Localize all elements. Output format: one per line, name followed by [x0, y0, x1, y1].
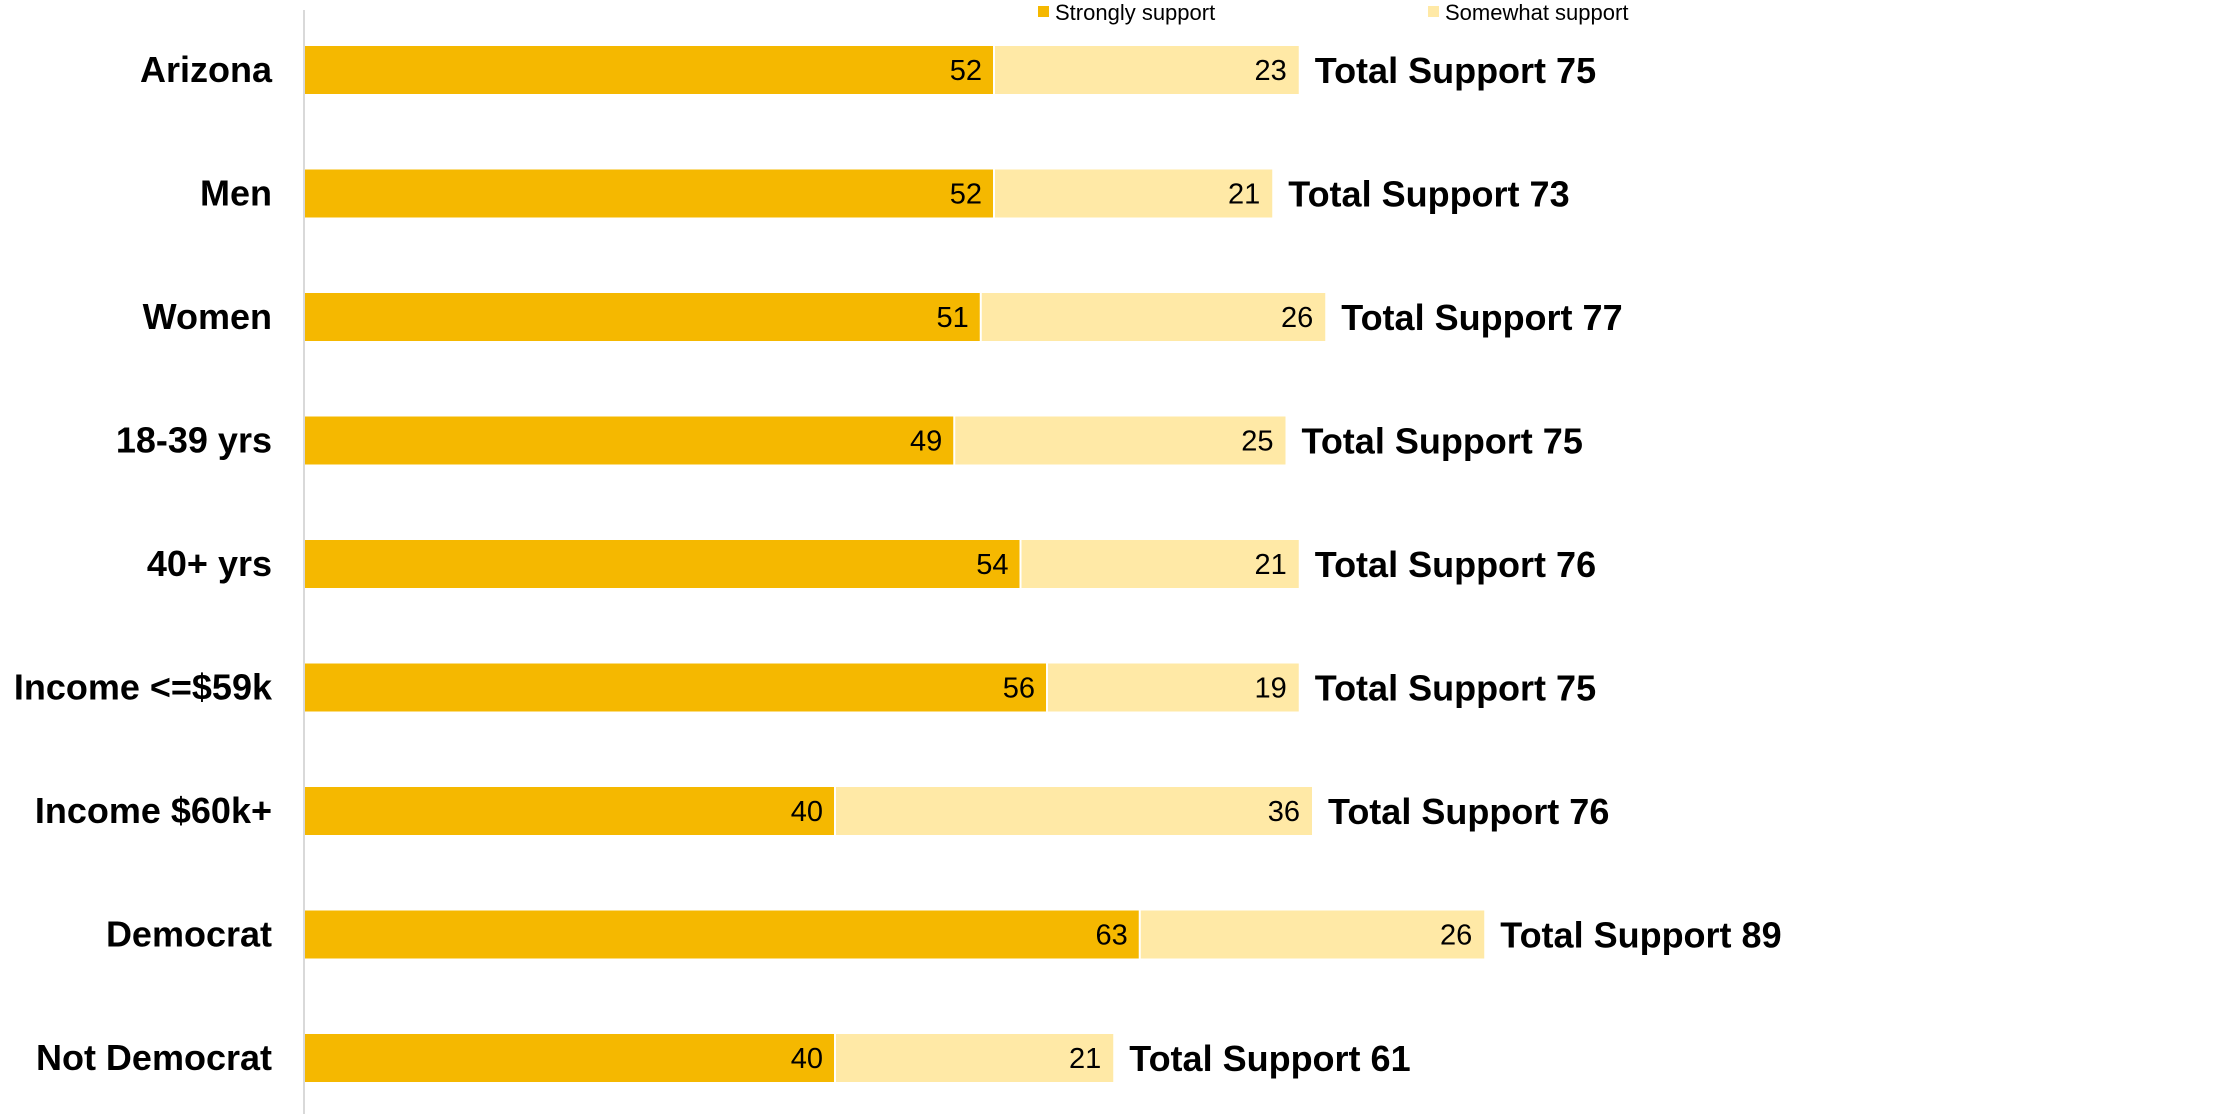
bar-rows: Arizona 52 23 Total Support 75 Men 52 21 Total … [14, 46, 1782, 1082]
total-support-label: Total Support 77 [1341, 297, 1622, 338]
bar-row-18-39-yrs: 18-39 yrs 49 25 Total Support 75 [116, 416, 1583, 465]
data-label-strongly-support: 56 [1003, 673, 1035, 705]
bar-row-income-59k: Income <=$59k 56 19 Total Support 75 [14, 663, 1596, 712]
bar-segment-strongly-support [305, 663, 1047, 712]
bar-row-40-yrs: 40+ yrs 54 21 Total Support 76 [147, 540, 1596, 588]
data-label-strongly-support: 54 [976, 549, 1008, 581]
bar-segment-somewhat-support [1139, 910, 1485, 959]
total-support-label: Total Support 75 [1315, 668, 1596, 709]
total-support-label: Total Support 89 [1500, 915, 1781, 956]
data-label-strongly-support: 40 [791, 1043, 823, 1075]
legend: Strongly support Somewhat support [1038, 0, 1628, 25]
bar-segment-strongly-support [305, 910, 1140, 959]
category-label: Men [200, 173, 272, 214]
total-support-label: Total Support 76 [1315, 544, 1596, 585]
bar-row-women: Women 51 26 Total Support 77 [143, 293, 1623, 341]
data-label-somewhat-support: 26 [1281, 302, 1313, 334]
data-label-somewhat-support: 23 [1254, 55, 1286, 87]
bar-segment-somewhat-support [1020, 540, 1299, 588]
category-label: Not Democrat [36, 1037, 272, 1078]
data-label-strongly-support: 52 [950, 55, 982, 87]
bar-segment-strongly-support [305, 540, 1021, 588]
bar-segment-strongly-support [305, 293, 981, 341]
bar-row-democrat: Democrat 63 26 Total Support 89 [106, 910, 1782, 959]
bar-row-income-60k: Income $60k+ 40 36 Total Support 76 [35, 787, 1609, 835]
bar-segment-strongly-support [305, 416, 955, 465]
data-label-somewhat-support: 21 [1228, 179, 1260, 211]
bar-segment-somewhat-support [980, 293, 1326, 341]
total-support-label: Total Support 73 [1288, 174, 1569, 215]
legend-swatch-strongly-support [1038, 6, 1049, 17]
bar-row-not-democrat: Not Democrat 40 21 Total Support 61 [36, 1034, 1411, 1082]
data-label-strongly-support: 51 [936, 302, 968, 334]
bar-row-men: Men 52 21 Total Support 73 [200, 169, 1570, 218]
bar-segment-strongly-support [305, 787, 835, 835]
legend-swatch-somewhat-support [1428, 6, 1439, 17]
bar-segment-somewhat-support [994, 169, 1273, 218]
bar-segment-somewhat-support [994, 46, 1299, 94]
data-label-somewhat-support: 21 [1254, 549, 1286, 581]
data-label-strongly-support: 49 [910, 426, 942, 458]
category-label: Democrat [106, 914, 272, 955]
category-label: Women [143, 296, 272, 337]
bar-segment-somewhat-support [954, 416, 1286, 465]
data-label-somewhat-support: 19 [1254, 673, 1286, 705]
data-label-somewhat-support: 25 [1241, 426, 1273, 458]
data-label-strongly-support: 40 [791, 796, 823, 828]
data-label-strongly-support: 52 [950, 179, 982, 211]
category-label: Arizona [140, 49, 273, 90]
data-label-somewhat-support: 36 [1268, 796, 1300, 828]
legend-label-somewhat-support: Somewhat support [1445, 0, 1628, 25]
legend-label-strongly-support: Strongly support [1055, 0, 1215, 25]
total-support-label: Total Support 75 [1302, 421, 1583, 462]
bar-segment-strongly-support [305, 169, 994, 218]
category-label: 40+ yrs [147, 543, 272, 584]
data-label-somewhat-support: 26 [1440, 920, 1472, 952]
bar-segment-strongly-support [305, 1034, 835, 1082]
data-label-somewhat-support: 21 [1069, 1043, 1101, 1075]
bar-segment-strongly-support [305, 46, 994, 94]
bar-segment-somewhat-support [835, 787, 1312, 835]
total-support-label: Total Support 61 [1129, 1038, 1410, 1079]
bar-segment-somewhat-support [835, 1034, 1114, 1082]
total-support-label: Total Support 75 [1315, 50, 1596, 91]
total-support-label: Total Support 76 [1328, 791, 1609, 832]
data-label-strongly-support: 63 [1095, 920, 1127, 952]
category-label: Income <=$59k [14, 667, 273, 708]
category-label: Income $60k+ [35, 790, 272, 831]
category-label: 18-39 yrs [116, 420, 272, 461]
bar-row-arizona: Arizona 52 23 Total Support 75 [140, 46, 1596, 94]
bar-segment-somewhat-support [1047, 663, 1299, 712]
